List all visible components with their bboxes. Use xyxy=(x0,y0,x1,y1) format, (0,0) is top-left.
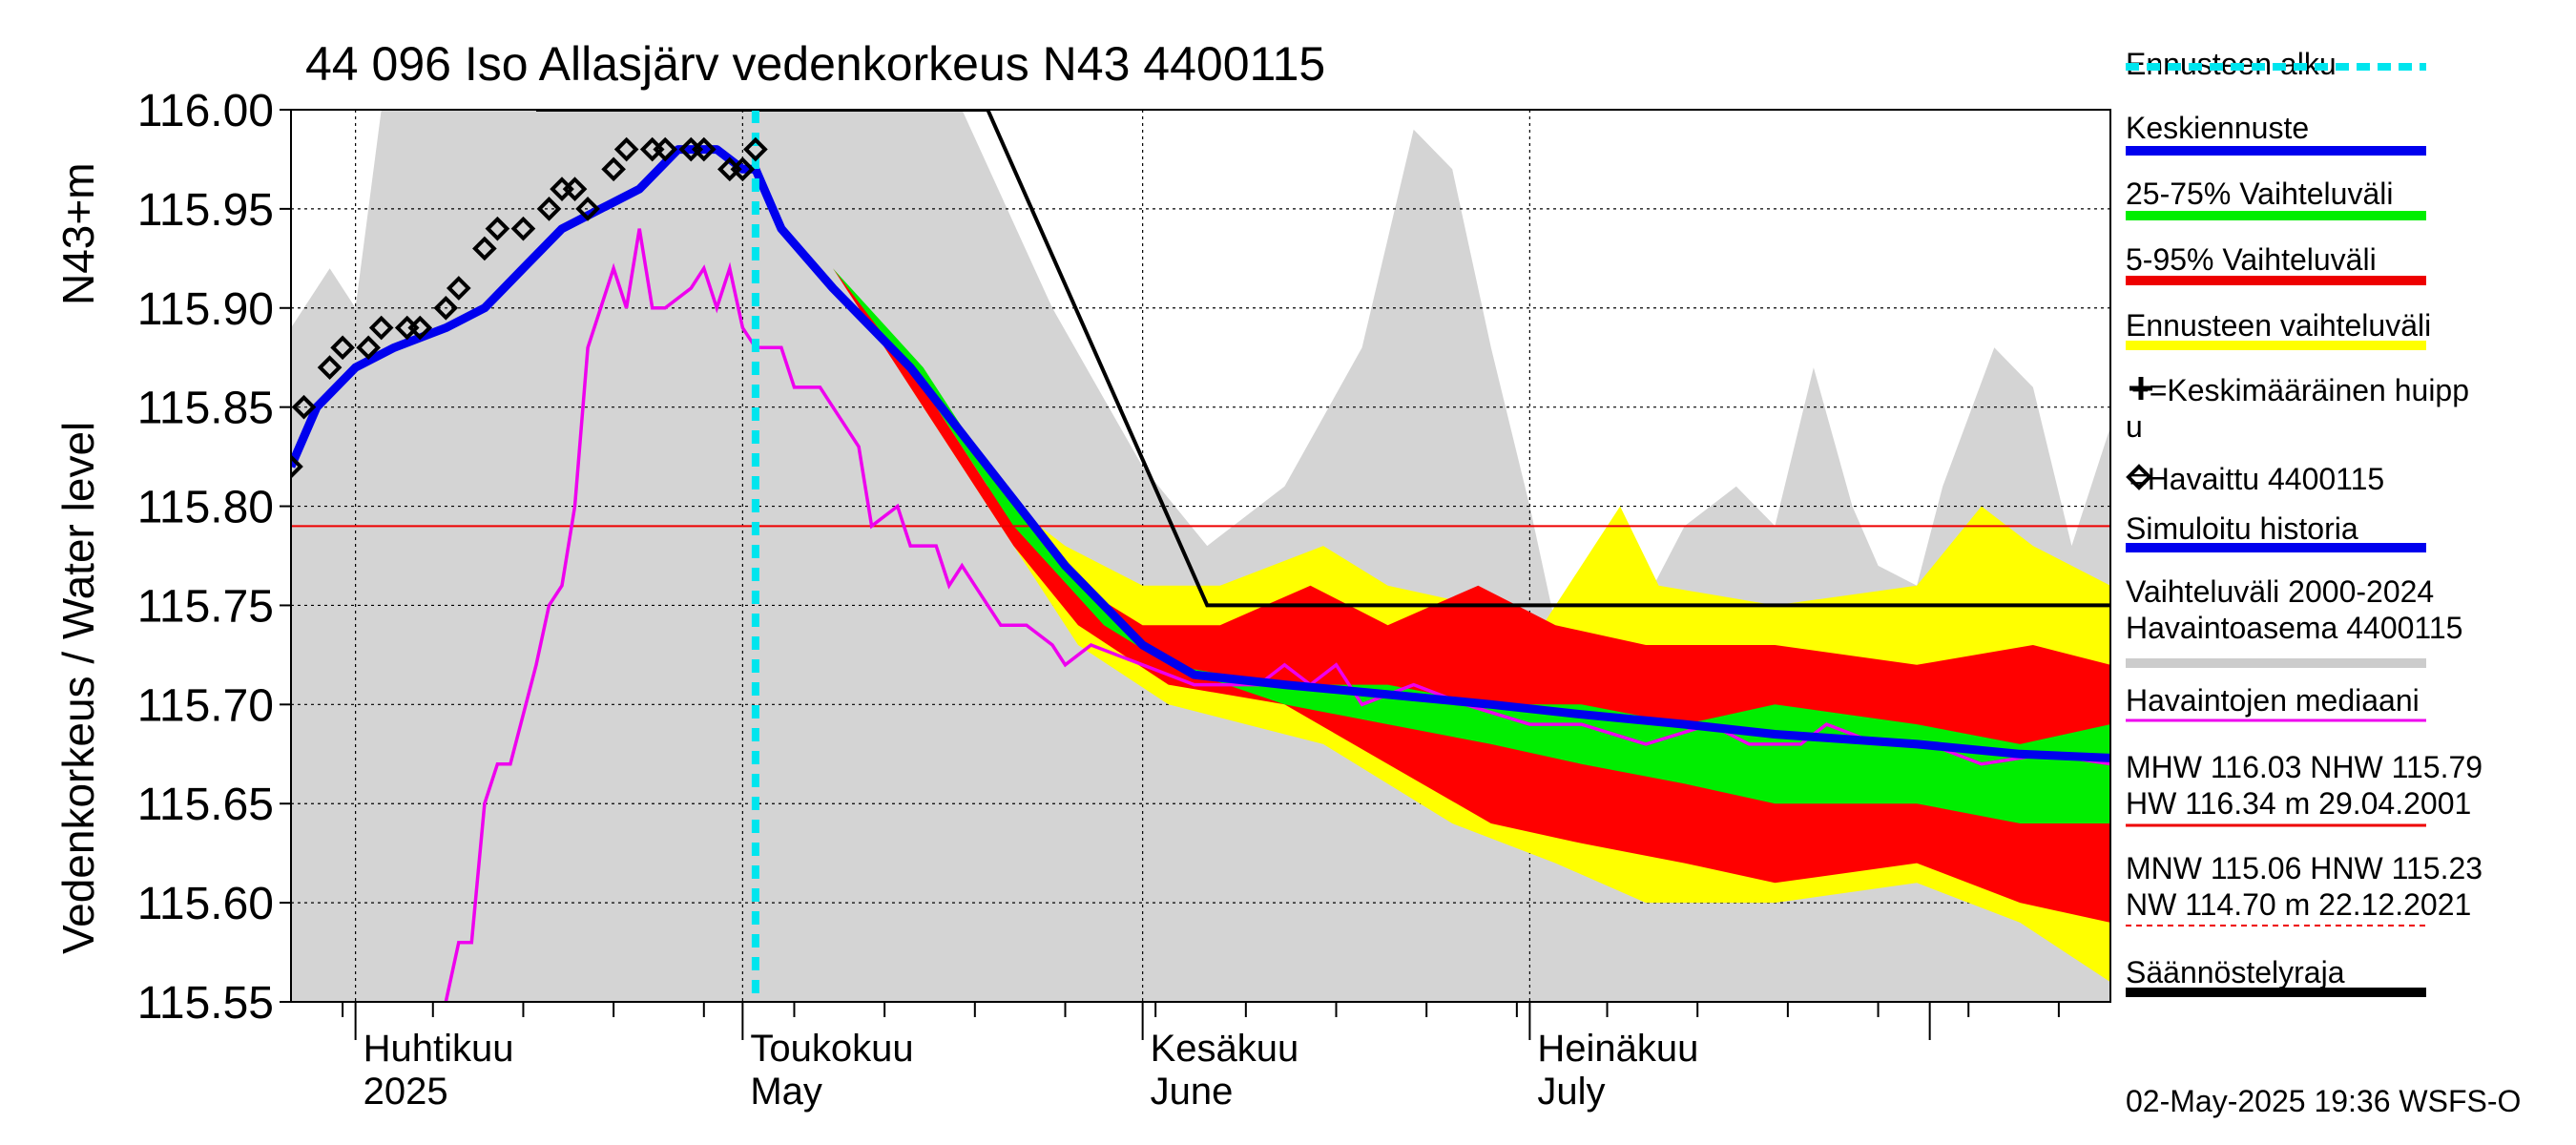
observed-point xyxy=(330,335,355,361)
observed-point xyxy=(291,454,303,479)
legend-label: +=Keskimääräinen huipp xyxy=(2131,373,2469,407)
x-month-sublabel: May xyxy=(750,1071,822,1113)
observed-point xyxy=(601,156,626,182)
timestamp-footer: 02-May-2025 19:36 WSFS-O xyxy=(2126,1084,2521,1118)
observed-point xyxy=(743,136,768,162)
y-axis-units: N43+m xyxy=(53,162,103,305)
observed-point xyxy=(691,136,717,162)
y-tick-label: 115.85 xyxy=(137,384,274,434)
observed-point xyxy=(613,136,639,162)
plot-clip xyxy=(291,110,2110,1002)
y-tick-label: 115.95 xyxy=(137,185,274,236)
observed-point xyxy=(575,197,600,221)
y-tick-label: 115.75 xyxy=(137,581,274,632)
observed-point xyxy=(536,197,562,221)
y-tick-label: 115.65 xyxy=(137,780,274,830)
y-tick-label: 115.70 xyxy=(137,680,274,731)
legend-label-line2: u xyxy=(2126,409,2143,444)
observed-point xyxy=(730,156,756,182)
legend-label: Havaintojen mediaani xyxy=(2126,683,2420,718)
legend-label: MHW 116.03 NHW 115.79 xyxy=(2126,750,2483,784)
y-tick-label: 115.55 xyxy=(137,978,274,1029)
mean-forecast-line xyxy=(291,145,2110,762)
x-month-sublabel: July xyxy=(1537,1071,1605,1113)
legend-label-line2: HW 116.34 m 29.04.2001 xyxy=(2126,786,2471,821)
plot-frame xyxy=(290,109,2111,1003)
legend-label: Ennusteen vaihteluväli xyxy=(2126,308,2431,343)
observed-point xyxy=(446,276,471,301)
legend-label: 5-95% Vaihteluväli xyxy=(2126,242,2377,277)
observed-point xyxy=(485,216,510,241)
y-tick-label: 116.00 xyxy=(137,86,274,136)
observed-point xyxy=(433,295,459,321)
observed-point xyxy=(562,177,588,201)
legend-label: MNW 115.06 HNW 115.23 xyxy=(2126,851,2483,885)
axes: 115.55 115.60 115.65 115.70 115.75 115.80 115.… xyxy=(137,86,2111,1113)
x-month-sublabel: 2025 xyxy=(364,1071,448,1113)
legend-label-line2: Havaintoasema 4400115 xyxy=(2126,611,2462,645)
observed-point xyxy=(510,216,536,241)
y-tick-label: 115.90 xyxy=(137,284,274,335)
legend-label-line2: NW 114.70 m 22.12.2021 xyxy=(2126,887,2471,922)
median-line xyxy=(444,228,2110,1002)
plot-area xyxy=(291,110,2110,1002)
legend: Ennusteen alkuKeskiennuste25-75% Vaihtel… xyxy=(2126,47,2483,997)
observed-point xyxy=(407,315,433,341)
legend-label: Säännöstelyraja xyxy=(2126,955,2345,989)
legend-label: Vaihteluväli 2000-2024 xyxy=(2126,574,2434,609)
x-month-label: Kesäkuu xyxy=(1151,1028,1299,1070)
legend-label: Simuloitu historia xyxy=(2126,511,2358,546)
p25-75-band xyxy=(755,169,2110,824)
observed-point xyxy=(356,335,381,361)
y-tick-label: 115.60 xyxy=(137,879,274,929)
mean-peak-marker xyxy=(2129,377,2152,400)
x-month-label: Toukokuu xyxy=(750,1028,913,1070)
x-month-label: Huhtikuu xyxy=(364,1028,514,1070)
observed-marker xyxy=(2126,464,2152,490)
regulation-limit-line xyxy=(536,110,2110,608)
y-tick-label: 115.80 xyxy=(137,483,274,533)
x-month-sublabel: June xyxy=(1151,1071,1234,1113)
observed-point xyxy=(317,355,343,380)
observed-point xyxy=(291,394,317,420)
observed-point xyxy=(472,236,497,261)
observed-point xyxy=(653,136,678,162)
legend-label: Keskiennuste xyxy=(2126,111,2309,145)
chart-title: 44 096 Iso Allasjärv vedenkorkeus N43 44… xyxy=(305,37,1325,91)
legend-label: =Havaittu 4400115 xyxy=(2129,462,2384,496)
observed-point xyxy=(368,315,394,341)
y-axis-label: Vedenkorkeus / Water level xyxy=(53,422,103,954)
legend-label: 25-75% Vaihteluväli xyxy=(2126,177,2393,211)
x-month-label: Heinäkuu xyxy=(1537,1028,1698,1070)
